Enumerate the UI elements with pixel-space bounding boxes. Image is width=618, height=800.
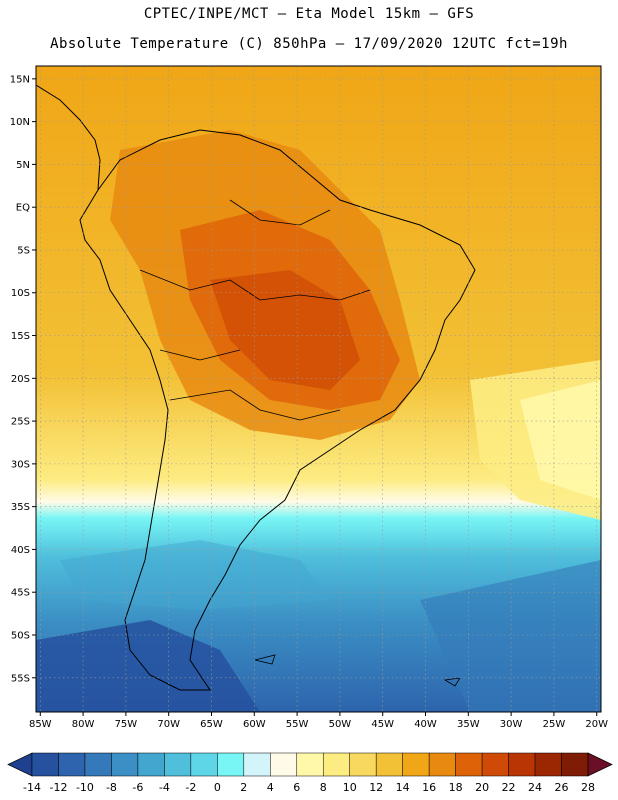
- colorbar-label: -14: [23, 781, 41, 794]
- colorbar-swatch: [375, 752, 403, 777]
- colorbar-swatch: [561, 752, 589, 777]
- colorbar: [7, 752, 613, 777]
- lat-label: 45S: [11, 588, 30, 599]
- colorbar-label: 4: [267, 781, 274, 794]
- colorbar-swatch: [481, 752, 509, 777]
- colorbar-label: 28: [581, 781, 595, 794]
- colorbar-label: 18: [449, 781, 463, 794]
- longitude-labels: 85W 80W 75W 70W 65W 60W 55W 50W 45W 40W 35W 30W 25W 2…: [29, 719, 608, 730]
- colorbar-label: 20: [475, 781, 489, 794]
- lon-label: 50W: [329, 719, 352, 730]
- lat-label: 55S: [11, 673, 30, 684]
- colorbar-label: 14: [396, 781, 410, 794]
- colorbar-swatch: [322, 752, 350, 777]
- colorbar-swatch: [111, 752, 139, 777]
- lat-label: 50S: [11, 630, 30, 641]
- graticule: [32, 66, 601, 716]
- map-frame: [35, 65, 602, 713]
- lat-label: 35S: [11, 502, 30, 513]
- colorbar-swatch: [270, 752, 298, 777]
- colorbar-swatch: [58, 752, 86, 777]
- lat-label: 10S: [11, 288, 30, 299]
- lon-label: 60W: [243, 719, 266, 730]
- colorbar-swatch: [190, 752, 218, 777]
- colorbar-swatch: [84, 752, 112, 777]
- colorbar-label: -6: [132, 781, 143, 794]
- lon-label: 70W: [157, 719, 180, 730]
- lat-label: 15S: [11, 331, 30, 342]
- lon-label: 25W: [543, 719, 566, 730]
- colorbar-label: -12: [49, 781, 67, 794]
- colorbar-label: 26: [555, 781, 569, 794]
- lat-label: 30S: [11, 459, 30, 470]
- colorbar-swatch: [243, 752, 271, 777]
- colorbar-label: 0: [214, 781, 221, 794]
- lat-label: 25S: [11, 417, 30, 428]
- latitude-labels: 15N 10N 5N EQ 5S 10S 15S 20S 25S 30S 35S 40S 45S 50S 5…: [10, 74, 30, 684]
- colorbar-swatch: [534, 752, 562, 777]
- colorbar-swatch: [137, 752, 165, 777]
- title-line-2: Absolute Temperature (C) 850hPa – 17/09/…: [50, 36, 568, 52]
- colorbar-swatch: [164, 752, 192, 777]
- colorbar-label: 8: [320, 781, 327, 794]
- colorbar-swatch: [217, 752, 245, 777]
- colorbar-label: -2: [185, 781, 196, 794]
- colorbar-swatch: [428, 752, 456, 777]
- temperature-field: [36, 66, 601, 712]
- colorbar-high-extension: [587, 752, 613, 777]
- colorbar-label: 6: [293, 781, 300, 794]
- lon-label: 55W: [286, 719, 309, 730]
- lat-label: 5S: [17, 245, 30, 256]
- colorbar-label: -10: [76, 781, 94, 794]
- colorbar-swatch: [31, 752, 59, 777]
- lat-label: EQ: [16, 203, 30, 214]
- lon-label: 40W: [414, 719, 437, 730]
- title-line-1: CPTEC/INPE/MCT – Eta Model 15km – GFS: [143, 6, 475, 22]
- colorbar-swatch: [296, 752, 324, 777]
- lat-label: 40S: [11, 545, 30, 556]
- colorbar-label: 22: [502, 781, 516, 794]
- colorbar-swatch: [455, 752, 483, 777]
- colorbar-label: 10: [343, 781, 357, 794]
- lon-label: 85W: [29, 719, 52, 730]
- lon-label: 45W: [371, 719, 394, 730]
- lon-label: 80W: [72, 719, 95, 730]
- lon-label: 30W: [500, 719, 523, 730]
- colorbar-swatch: [508, 752, 536, 777]
- coastline: [79, 129, 476, 691]
- colorbar-low-extension: [7, 752, 33, 777]
- colorbar-label: 24: [528, 781, 542, 794]
- lon-label: 75W: [115, 719, 138, 730]
- colorbar-labels: -14 -12 -10 -8 -6 -4 -2 0 2 4 6 8 10 12 14 16 18 20 22 24 26…: [23, 781, 595, 794]
- colorbar-swatch: [349, 752, 377, 777]
- lat-label: 10N: [10, 117, 30, 128]
- lon-label: 20W: [585, 719, 608, 730]
- colorbar-label: 12: [369, 781, 383, 794]
- lat-label: 20S: [11, 374, 30, 385]
- lon-label: 35W: [457, 719, 480, 730]
- colorbar-label: -8: [106, 781, 117, 794]
- colorbar-label: 16: [422, 781, 436, 794]
- colorbar-swatch: [402, 752, 430, 777]
- colorbar-label: -4: [159, 781, 170, 794]
- colorbar-label: 2: [240, 781, 247, 794]
- lat-label: 5N: [16, 160, 30, 171]
- lat-label: 15N: [10, 74, 30, 85]
- lon-label: 65W: [200, 719, 223, 730]
